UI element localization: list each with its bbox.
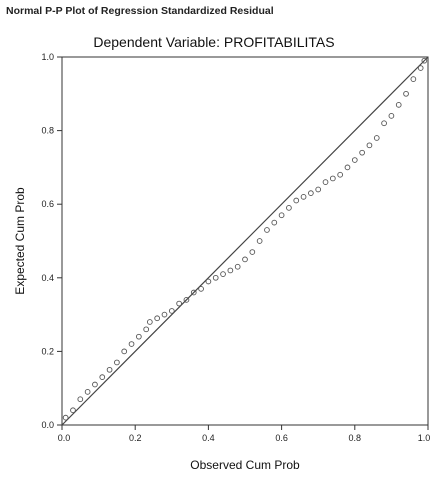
data-point bbox=[373, 135, 380, 141]
data-point bbox=[227, 267, 234, 274]
y-tick-label: 0.8 bbox=[41, 126, 54, 136]
x-tick-labels: 0.0 0.2 0.4 0.6 0.8 1.0 bbox=[58, 433, 431, 443]
data-point bbox=[234, 263, 241, 270]
data-point bbox=[344, 164, 351, 171]
chart-subtitle: Dependent Variable: PROFITABILITAS bbox=[93, 34, 334, 50]
data-point bbox=[359, 149, 365, 156]
x-tick-label: 0.6 bbox=[275, 433, 288, 443]
data-point bbox=[121, 348, 128, 355]
data-point bbox=[366, 142, 373, 149]
y-tick-label: 0.4 bbox=[41, 273, 54, 283]
data-point bbox=[264, 227, 270, 233]
x-tick-label: 0.8 bbox=[349, 433, 362, 443]
data-point bbox=[395, 101, 402, 108]
x-tick-marks bbox=[61, 425, 429, 430]
data-point bbox=[99, 374, 106, 381]
data-point bbox=[308, 190, 314, 197]
y-tick-label: 1.0 bbox=[41, 52, 54, 62]
data-point bbox=[168, 308, 175, 314]
data-point bbox=[154, 315, 161, 322]
data-point bbox=[220, 271, 226, 277]
data-point bbox=[84, 389, 91, 395]
y-tick-label: 0.0 bbox=[41, 420, 54, 430]
data-point bbox=[329, 175, 336, 182]
x-tick-label: 1.0 bbox=[418, 433, 431, 443]
data-point bbox=[106, 366, 113, 373]
data-point bbox=[146, 319, 153, 325]
x-tick-label: 0.2 bbox=[129, 433, 142, 443]
x-tick-label: 0.4 bbox=[202, 433, 215, 443]
y-tick-label: 0.2 bbox=[41, 346, 54, 356]
data-point bbox=[300, 193, 307, 200]
data-point bbox=[212, 274, 219, 281]
data-point bbox=[278, 212, 285, 219]
x-axis-label: Observed Cum Prob bbox=[190, 458, 300, 472]
data-point bbox=[198, 285, 204, 292]
data-point bbox=[271, 219, 278, 226]
data-point bbox=[403, 90, 409, 97]
data-point bbox=[293, 197, 300, 204]
data-point bbox=[388, 113, 395, 119]
data-point bbox=[161, 311, 168, 318]
data-point bbox=[176, 300, 182, 307]
data-point bbox=[256, 238, 263, 244]
data-point bbox=[421, 57, 428, 64]
x-tick-label: 0.0 bbox=[58, 433, 71, 443]
data-point bbox=[114, 359, 120, 366]
reference-line bbox=[61, 56, 429, 426]
data-point bbox=[315, 186, 322, 193]
data-points bbox=[62, 57, 428, 421]
data-point bbox=[77, 396, 84, 403]
data-point bbox=[128, 341, 135, 347]
data-point bbox=[322, 179, 329, 185]
chart-title: Normal P-P Plot of Regression Standardiz… bbox=[6, 5, 274, 17]
data-point bbox=[183, 297, 190, 303]
data-point bbox=[143, 326, 150, 333]
data-point bbox=[205, 278, 212, 285]
y-tick-labels: 0.0 0.2 0.4 0.6 0.8 1.0 bbox=[41, 52, 54, 430]
data-point bbox=[337, 171, 344, 178]
y-tick-marks bbox=[57, 56, 62, 426]
data-point bbox=[62, 414, 69, 421]
data-point bbox=[190, 289, 197, 296]
data-point bbox=[286, 205, 292, 211]
data-point bbox=[417, 65, 424, 71]
data-point bbox=[242, 256, 248, 263]
data-point bbox=[136, 333, 142, 340]
y-axis-label: Expected Cum Prob bbox=[13, 187, 27, 295]
data-point bbox=[351, 157, 358, 163]
data-point bbox=[249, 249, 256, 255]
data-point bbox=[92, 381, 98, 388]
data-point bbox=[410, 76, 417, 82]
data-point bbox=[381, 120, 387, 127]
data-point bbox=[70, 407, 76, 414]
y-tick-label: 0.6 bbox=[41, 199, 54, 209]
